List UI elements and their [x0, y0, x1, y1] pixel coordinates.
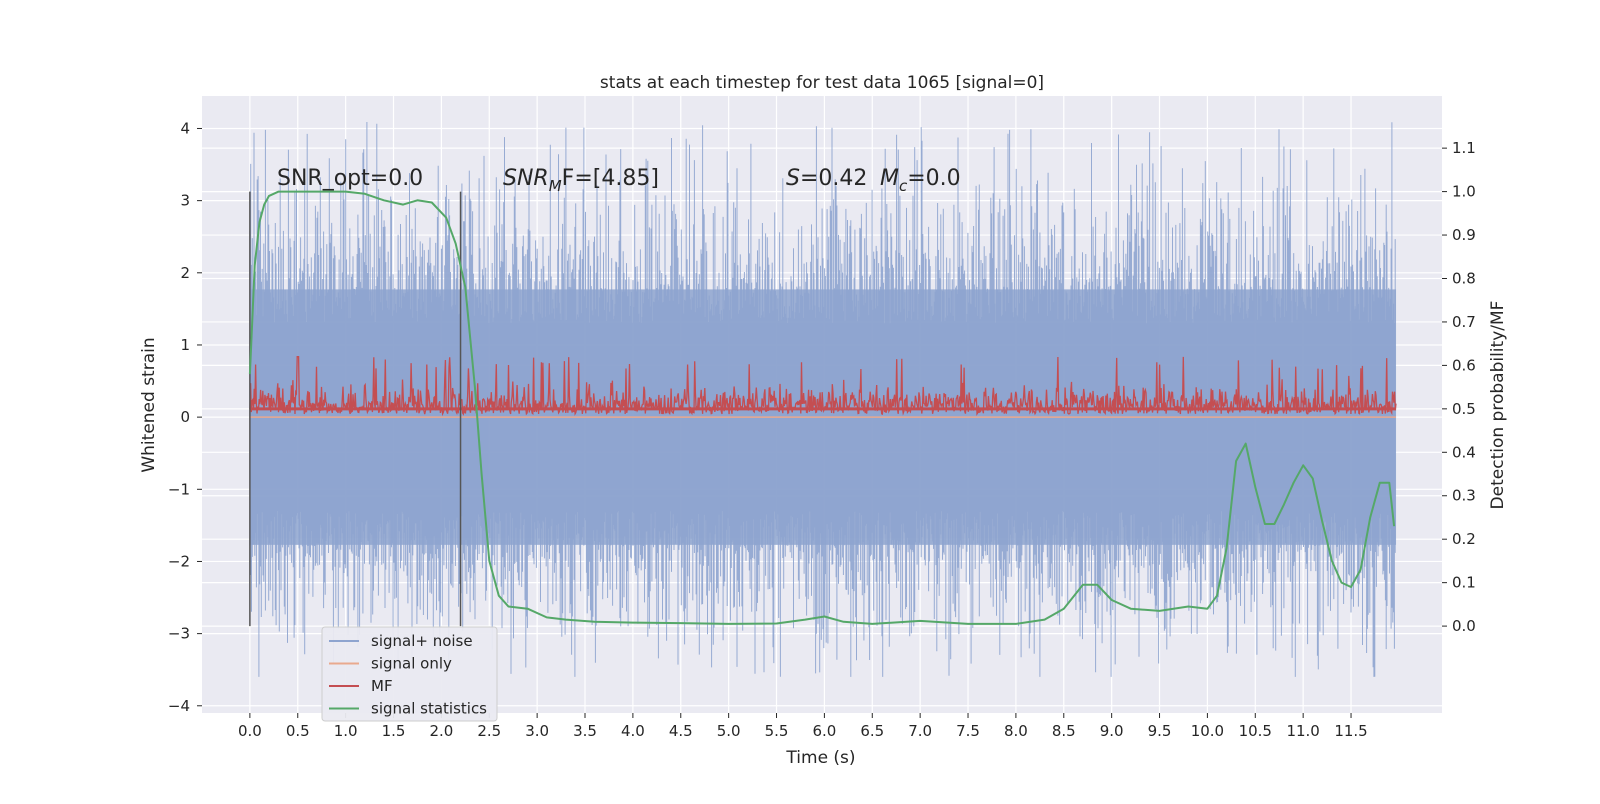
s-annotation: S=0.42 [786, 166, 867, 191]
snr-mf-annotation: SNRMF=[4.85] [503, 166, 659, 195]
x-tick-label: 1.5 [382, 722, 406, 740]
s-value: =0.42 [800, 166, 867, 191]
x-tick-label: 3.0 [525, 722, 549, 740]
signal-statistics-line [248, 190, 1396, 625]
x-tick-label: 5.5 [765, 722, 789, 740]
x-tick-label: 7.0 [908, 722, 932, 740]
x-tick-label: 10.5 [1239, 722, 1272, 740]
right-tick-label: 0.2 [1452, 530, 1476, 548]
right-tick-label: 0.9 [1452, 226, 1476, 244]
chart-title: stats at each timestep for test data 106… [600, 73, 1044, 93]
legend-label: MF [371, 677, 393, 695]
right-tick-label: 1.0 [1452, 183, 1476, 201]
x-tick-label: 7.5 [956, 722, 980, 740]
x-tick-label: 0.5 [286, 722, 310, 740]
snr-mf-subscript: M [549, 177, 562, 195]
y-tick-label: −4 [168, 697, 190, 715]
y-tick-label: 1 [180, 336, 190, 354]
x-tick-label: 10.0 [1191, 722, 1224, 740]
right-tick-label: 0.0 [1452, 617, 1476, 635]
s-symbol: S [786, 166, 800, 191]
y-axis-ticks: 4 3 2 1 0 −1 −2 −3 −4 [168, 119, 202, 715]
snr-mf-value: F=[4.85] [562, 166, 659, 191]
signal-statistics-series [248, 190, 1396, 625]
x-tick-label: 2.5 [477, 722, 501, 740]
right-tick-label: 0.3 [1452, 487, 1476, 505]
annotations: SNR_opt=0.0 SNRMF=[4.85] S=0.42 Mc=0.0 [277, 166, 961, 195]
x-tick-label: 3.5 [573, 722, 597, 740]
right-axis-ticks: 1.1 1.0 0.9 0.8 0.7 0.6 0.5 0.4 0.3 0.2 0.1 0.0 [1442, 139, 1476, 635]
x-tick-label: 11.0 [1286, 722, 1319, 740]
y-tick-label: 3 [180, 192, 190, 210]
right-tick-label: 0.6 [1452, 356, 1476, 374]
x-tick-label: 8.0 [1004, 722, 1028, 740]
snr-mf-symbol: SNR [503, 166, 549, 191]
legend: signal+ noise signal only MF signal statist… [321, 626, 498, 722]
x-tick-label: 0.0 [238, 722, 262, 740]
y-axis-label: Whitened strain [139, 337, 159, 472]
x-axis-ticks: 0.0 0.5 1.0 1.5 2.0 2.5 3.0 3.5 4.0 4.5 5.0 5.5 6.0 6… [238, 713, 1368, 740]
right-tick-label: 0.8 [1452, 269, 1476, 287]
x-tick-label: 9.0 [1100, 722, 1124, 740]
y-tick-label: −2 [168, 552, 190, 570]
x-tick-label: 2.0 [429, 722, 453, 740]
right-tick-label: 0.5 [1452, 400, 1476, 418]
mc-annotation: Mc=0.0 [880, 166, 961, 195]
x-axis-label: Time (s) [785, 748, 855, 768]
x-tick-label: 8.5 [1052, 722, 1076, 740]
x-tick-label: 9.5 [1148, 722, 1172, 740]
legend-label: signal statistics [371, 700, 487, 718]
right-tick-label: 0.1 [1452, 574, 1476, 592]
x-tick-label: 11.5 [1334, 722, 1367, 740]
right-tick-label: 1.1 [1452, 139, 1476, 157]
x-tick-label: 6.5 [860, 722, 884, 740]
x-tick-label: 4.5 [669, 722, 693, 740]
legend-box [321, 626, 498, 722]
x-tick-label: 1.0 [334, 722, 358, 740]
y-tick-label: −3 [168, 625, 190, 643]
legend-label: signal only [371, 655, 452, 673]
x-tick-label: 4.0 [621, 722, 645, 740]
y-tick-label: 2 [180, 264, 190, 282]
mc-value: =0.0 [907, 166, 960, 191]
x-tick-label: 6.0 [812, 722, 836, 740]
snr-opt-annotation: SNR_opt=0.0 [277, 166, 423, 191]
mc-symbol: M [880, 166, 899, 191]
y-tick-label: 0 [180, 408, 190, 426]
legend-label: signal+ noise [371, 632, 473, 650]
mf-series [249, 356, 1397, 417]
x-tick-label: 5.0 [717, 722, 741, 740]
y-tick-label: −1 [168, 480, 190, 498]
mc-subscript: c [899, 177, 908, 195]
right-axis-label: Detection probability/MF [1488, 301, 1508, 510]
right-tick-label: 0.4 [1452, 443, 1476, 461]
y-tick-label: 4 [180, 119, 190, 137]
right-tick-label: 0.7 [1452, 313, 1476, 331]
